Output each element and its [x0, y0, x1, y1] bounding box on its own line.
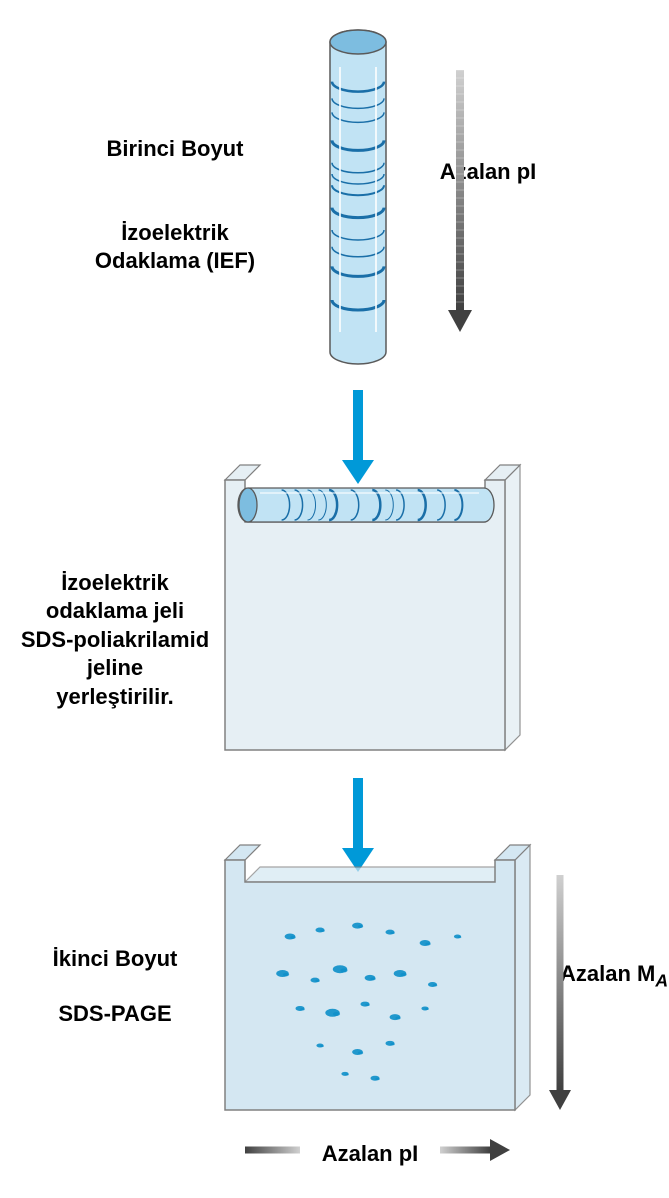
- diagram-svg: [0, 0, 669, 1198]
